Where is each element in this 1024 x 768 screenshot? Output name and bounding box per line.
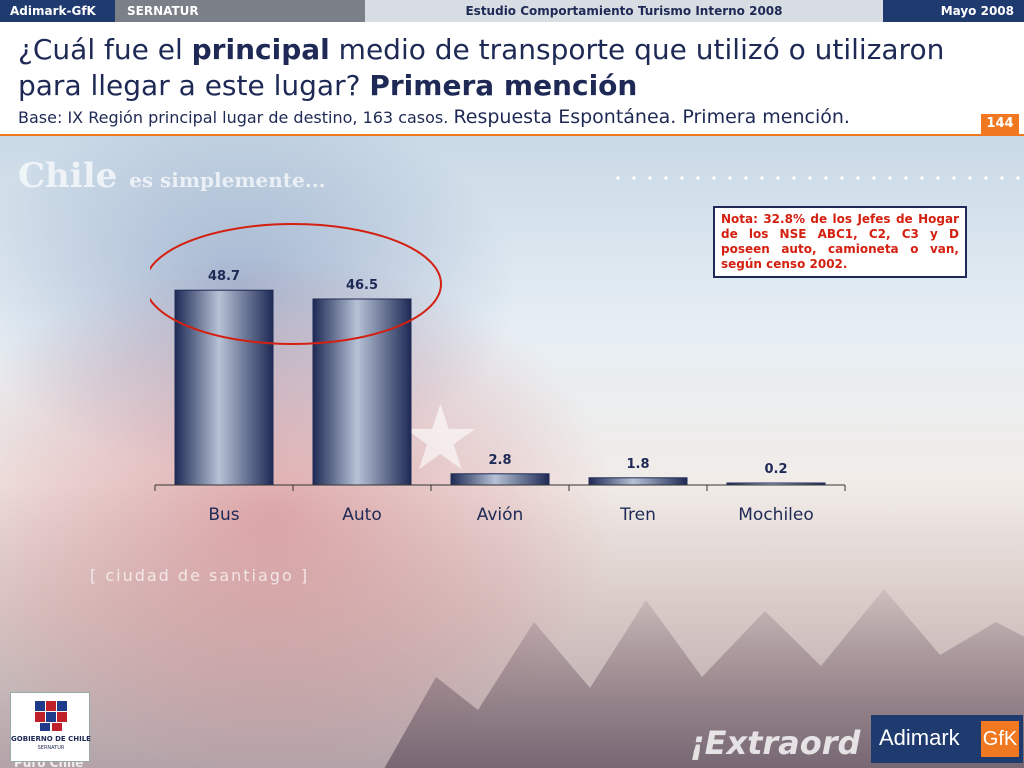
background-chile-word: Chile — [18, 156, 118, 196]
subtitle-base: Base: IX Región principal lugar de desti… — [18, 108, 449, 127]
census-note: Nota: 32.8% de los Jefes de Hogar de los… — [713, 206, 967, 278]
title-part2: medio de transporte que utilizó o utiliz… — [18, 33, 945, 102]
bar-chart: 48.7 Bus 46.5 Auto 2.8 Avión 1.8 Tren 0.2 Mochile… — [150, 223, 846, 525]
highlight-ellipse — [150, 223, 442, 345]
header-bar: Adimark-GfK SERNATUR Estudio Comportamie… — [0, 0, 1024, 22]
category-label-1: Auto — [342, 505, 381, 525]
adimark-gfk-logo: Adimark GfK — [871, 715, 1023, 763]
bar-1 — [312, 298, 412, 486]
category-label-3: Tren — [619, 505, 656, 525]
adimark-logo-text: Adimark — [879, 725, 960, 750]
gobierno-cube-icon — [35, 701, 67, 731]
background-ciudad-text: [ ciudad de santiago ] — [90, 566, 310, 585]
background-simple-word: es simplemente... — [129, 168, 326, 192]
gobierno-chile-logo: GOBIERNO DE CHILE SERNATUR — [10, 692, 91, 762]
page-subtitle: Base: IX Región principal lugar de desti… — [18, 106, 850, 128]
bar-3 — [588, 477, 688, 486]
gobierno-caption: GOBIERNO DE CHILE — [11, 735, 91, 743]
background-dots — [610, 176, 1024, 180]
value-label-4: 0.2 — [764, 462, 787, 477]
title-bold2: Primera mención — [369, 69, 638, 102]
bar-2 — [450, 473, 550, 486]
header-brand: Adimark-GfK — [0, 0, 115, 22]
value-label-1: 46.5 — [346, 278, 378, 293]
title-bold1: principal — [191, 33, 330, 66]
background-chile-text: Chile es simplemente... — [18, 156, 326, 196]
value-label-0: 48.7 — [208, 269, 240, 284]
bar-0 — [174, 289, 274, 486]
category-label-2: Avión — [477, 505, 524, 525]
title-part1: ¿Cuál fue el — [18, 33, 192, 66]
sernatur-caption: SERNATUR — [37, 745, 65, 751]
value-label-3: 1.8 — [626, 457, 649, 472]
category-label-0: Bus — [208, 505, 239, 525]
category-label-4: Mochileo — [738, 505, 814, 525]
subtitle-response: Respuesta Espontánea. Primera mención. — [453, 106, 850, 128]
page-title: ¿Cuál fue el principal medio de transpor… — [18, 32, 978, 104]
title-divider — [0, 134, 1024, 136]
title-area: ¿Cuál fue el principal medio de transpor… — [0, 22, 1024, 134]
header-date: Mayo 2008 — [883, 0, 1024, 22]
background-extraordinario-text: ¡Extraord — [690, 724, 861, 762]
value-label-2: 2.8 — [488, 453, 511, 468]
gfk-logo-text: GfK — [981, 721, 1019, 757]
header-client: SERNATUR — [115, 0, 365, 22]
page-number-badge: 144 — [981, 114, 1019, 134]
header-study-title: Estudio Comportamiento Turismo Interno 2… — [365, 0, 883, 22]
